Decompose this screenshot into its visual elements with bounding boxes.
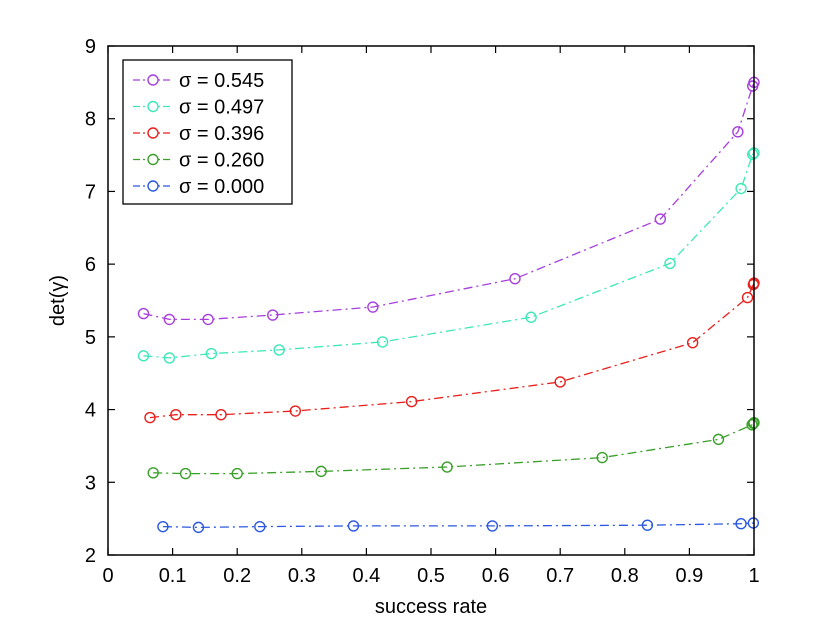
series-line bbox=[153, 422, 755, 475]
data-point bbox=[267, 309, 279, 321]
x-tick-label: 0.5 bbox=[417, 565, 445, 587]
legend-label: σ = 0.260 bbox=[179, 150, 264, 172]
series-layer bbox=[137, 76, 760, 534]
data-point bbox=[315, 465, 327, 478]
data-point bbox=[441, 461, 453, 473]
legend: σ = 0.545 σ = 0.497 σ = 0.396 σ = 0.260 σ = … bbox=[122, 59, 293, 205]
legend-item: σ = 0.545 bbox=[133, 70, 264, 92]
data-point bbox=[741, 291, 754, 304]
data-point bbox=[202, 313, 214, 326]
legend-item: σ = 0.396 bbox=[133, 123, 264, 145]
data-point bbox=[746, 419, 758, 431]
legend-item: σ = 0.000 bbox=[133, 176, 264, 198]
y-tick-label: 6 bbox=[85, 254, 96, 276]
data-point bbox=[163, 352, 176, 364]
data-point bbox=[509, 272, 521, 285]
plot-frame bbox=[107, 45, 755, 556]
legend-marker bbox=[147, 180, 159, 192]
data-point bbox=[486, 520, 499, 532]
legend-label: σ = 0.000 bbox=[179, 176, 264, 198]
legend-item: σ = 0.260 bbox=[133, 150, 264, 172]
data-point bbox=[273, 344, 285, 356]
x-tick-label: 0.6 bbox=[482, 565, 510, 587]
series-4 bbox=[157, 517, 760, 534]
data-point bbox=[163, 313, 176, 326]
data-point bbox=[192, 521, 205, 534]
data-point bbox=[147, 467, 159, 479]
data-point bbox=[170, 408, 182, 421]
series-line bbox=[143, 82, 755, 321]
data-point bbox=[137, 307, 150, 320]
series-0 bbox=[137, 76, 760, 326]
data-point bbox=[641, 519, 654, 531]
legend-marker bbox=[147, 153, 159, 166]
x-tick-label: 0.9 bbox=[675, 565, 703, 587]
legend-marker bbox=[147, 74, 159, 86]
data-point bbox=[367, 301, 379, 313]
x-tick-label: 0.7 bbox=[546, 565, 574, 587]
data-point bbox=[525, 311, 537, 323]
x-tick-label: 0.3 bbox=[288, 565, 316, 587]
legend-label: σ = 0.545 bbox=[179, 70, 264, 92]
data-point bbox=[137, 350, 150, 362]
x-tick-label: 0.4 bbox=[352, 565, 380, 587]
y-tick-label: 4 bbox=[85, 400, 96, 422]
tick-labels: 0 0.1 0.2 0.3 0.4 0.5 0.6 0.7 0.8 0.9 1 2 3 4 5 6 7 8 9 bbox=[85, 36, 760, 587]
data-point bbox=[144, 411, 156, 424]
data-point bbox=[747, 148, 759, 161]
data-point bbox=[205, 347, 218, 360]
legend-item: σ = 0.497 bbox=[133, 97, 264, 119]
legend-label: σ = 0.497 bbox=[179, 97, 264, 119]
y-tick-label: 8 bbox=[85, 109, 96, 131]
x-tick-label: 0.1 bbox=[159, 565, 187, 587]
x-axis-label: success rate bbox=[375, 596, 487, 618]
data-point bbox=[231, 467, 243, 480]
data-point bbox=[554, 376, 566, 388]
x-tick-label: 0.2 bbox=[223, 565, 251, 587]
series-line bbox=[149, 282, 755, 419]
legend-label: σ = 0.396 bbox=[179, 123, 264, 145]
data-point bbox=[712, 433, 725, 446]
y-tick-label: 5 bbox=[85, 327, 96, 349]
series-line bbox=[143, 152, 755, 359]
data-point bbox=[347, 520, 360, 532]
series-2 bbox=[144, 277, 760, 424]
data-point bbox=[654, 213, 667, 225]
data-point bbox=[735, 518, 747, 530]
data-point bbox=[596, 451, 608, 464]
x-tick-label: 1 bbox=[748, 565, 759, 587]
data-point bbox=[664, 257, 676, 270]
x-tick-label: 0 bbox=[102, 565, 113, 587]
y-tick-label: 3 bbox=[85, 472, 96, 494]
y-tick-label: 7 bbox=[85, 181, 96, 203]
series-line bbox=[162, 522, 754, 529]
data-point bbox=[179, 467, 192, 480]
legend-marker bbox=[147, 127, 159, 139]
legend-marker bbox=[147, 100, 159, 113]
data-point bbox=[254, 520, 266, 533]
y-tick-label: 9 bbox=[85, 36, 96, 58]
data-point bbox=[157, 520, 169, 533]
data-point bbox=[289, 405, 302, 417]
data-point bbox=[686, 336, 699, 349]
y-tick-label: 2 bbox=[85, 545, 96, 567]
data-point bbox=[735, 182, 747, 195]
data-point bbox=[376, 336, 389, 348]
data-point bbox=[732, 126, 744, 138]
data-point bbox=[405, 395, 418, 408]
x-tick-label: 0.8 bbox=[611, 565, 639, 587]
data-point bbox=[215, 408, 227, 421]
y-axis-label: det(γ) bbox=[47, 275, 69, 326]
